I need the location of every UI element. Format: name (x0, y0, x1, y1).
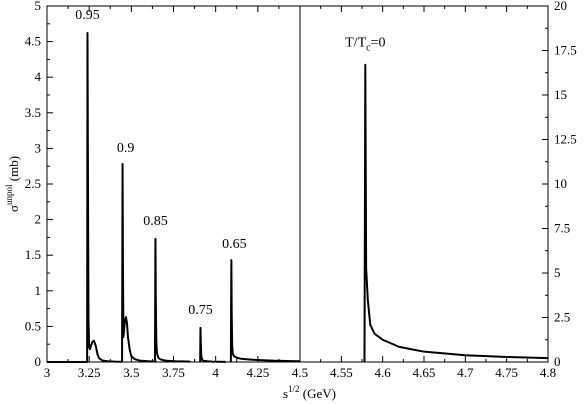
y-axis-title: σunpol (mb) (4, 156, 21, 212)
y-tick-label: 0 (35, 354, 42, 369)
y-tick-label: 0.5 (25, 318, 41, 333)
peak-label-0.95: 0.95 (75, 8, 100, 23)
axes-layer (46, 5, 549, 363)
peak-label-0.9: 0.9 (117, 141, 135, 156)
series-line-0.65 (229, 259, 301, 363)
y-tick-label: 1 (35, 283, 42, 298)
x-tick-label: 3 (44, 365, 51, 380)
x-tick-label: 3.25 (78, 365, 101, 380)
y2-tick-label: 12.5 (554, 132, 577, 147)
y-tick-label: 5 (35, 0, 42, 13)
y-tick-label: 3.5 (25, 105, 41, 120)
y2-tick-label: 15 (554, 87, 567, 102)
peak-label-T-Tc-0: T/Tc=0 (345, 36, 385, 54)
x-tick-label: 4.65 (413, 365, 436, 380)
y-tick-label: 2 (35, 212, 42, 227)
x-tick-label: 4.7 (457, 365, 474, 380)
x-tick-label: 4 (212, 365, 219, 380)
labels-layer: 3 3.25 3.5 3.75 4 4.2500.511.522.533.544.554.… (4, 0, 577, 401)
series-line-0.85 (153, 237, 191, 363)
y-tick-label: 3 (35, 140, 42, 155)
peak-label-0.75: 0.75 (188, 303, 213, 318)
y2-tick-label: 2.5 (554, 310, 570, 325)
x-tick-label: 4.6 (375, 365, 392, 380)
x-tick-label: 3.75 (162, 365, 185, 380)
x-tick-label: 4.75 (495, 365, 518, 380)
series-line-0.95 (47, 32, 123, 363)
y-tick-label: 4.5 (25, 34, 41, 49)
y2-tick-label: 0 (554, 354, 561, 369)
y2-tick-label: 5 (554, 265, 561, 280)
y-tick-label: 1.5 (25, 247, 41, 262)
y2-tick-label: 10 (554, 176, 567, 191)
y2-tick-label: 20 (554, 0, 567, 13)
x-axis-title: s1/2 (GeV) (283, 384, 336, 401)
series-line-0.9 (121, 163, 157, 363)
peak-label-0.85: 0.85 (143, 214, 168, 229)
x-tick-label: 4.5 (292, 365, 308, 380)
plot-layer (47, 32, 549, 363)
y-tick-label: 4 (35, 69, 42, 84)
x-tick-label: 4.25 (246, 365, 269, 380)
y2-tick-label: 17.5 (554, 43, 577, 58)
series-line-T-Tc-0 (363, 63, 549, 363)
y-tick-label: 2.5 (25, 176, 41, 191)
x-tick-label: 4.8 (540, 365, 556, 380)
x-tick-label: 3.5 (123, 365, 139, 380)
y2-tick-label: 7.5 (554, 221, 570, 236)
peak-label-0.65: 0.65 (222, 237, 247, 252)
x-tick-label: 4.55 (330, 365, 353, 380)
